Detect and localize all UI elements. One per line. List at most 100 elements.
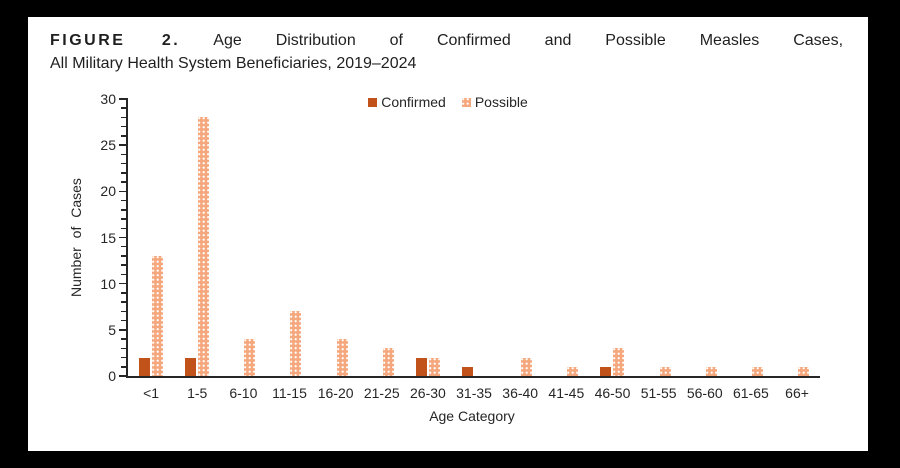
y-minor-tick	[121, 310, 126, 313]
bar-possible-<1	[152, 255, 164, 376]
y-tick-label: 20	[100, 183, 116, 200]
x-tick-label: 56-60	[686, 385, 723, 401]
y-minor-tick	[121, 172, 126, 174]
bar-group	[774, 99, 820, 376]
bar-group	[128, 99, 174, 376]
y-minor-tick	[121, 347, 126, 350]
y-minor-tick	[121, 273, 126, 276]
bar-possible-66+	[798, 366, 810, 376]
bar-group	[636, 99, 682, 376]
bar-confirmed-26-30	[415, 357, 427, 376]
figure-title: FIGURE 2. Age Distribution of Confirmed …	[50, 29, 843, 75]
y-minor-tick	[121, 218, 126, 220]
y-major-tick	[119, 98, 128, 100]
bar-group	[313, 99, 359, 376]
bar-possible-21-25	[382, 348, 394, 376]
x-tick-label: 31-35	[456, 385, 492, 401]
y-minor-tick	[121, 125, 126, 128]
x-tick-label: 21-25	[363, 385, 400, 401]
y-tick-label: 30	[100, 91, 116, 107]
bar-possible-16-20	[336, 339, 348, 376]
y-major-tick	[119, 375, 128, 377]
y-minor-tick	[121, 366, 126, 368]
bar-possible-1-5	[198, 117, 210, 376]
x-tick-label: 66+	[785, 385, 809, 401]
chart-legend: Confirmed Possible	[28, 94, 868, 110]
bar-group	[266, 99, 312, 376]
legend-label: Confirmed	[381, 94, 446, 110]
y-axis-tick-labels: 0 5 10 15 20 25 30	[76, 91, 116, 384]
y-minor-tick	[121, 227, 126, 230]
y-minor-tick	[121, 199, 126, 202]
bar-possible-26-30	[428, 357, 440, 376]
y-tick-label: 25	[100, 137, 116, 154]
x-tick-label: <1	[143, 385, 160, 401]
y-minor-tick	[121, 356, 126, 359]
y-major-tick	[119, 144, 128, 146]
y-minor-tick	[121, 162, 126, 165]
y-tick-label: 15	[100, 229, 116, 246]
figure-panel: FIGURE 2. Age Distribution of Confirmed …	[28, 17, 868, 451]
x-tick-label: 51-55	[640, 385, 677, 401]
x-tick-label: 61-65	[732, 385, 769, 401]
bar-group	[220, 99, 266, 376]
x-tick-label: 41-45	[548, 385, 585, 401]
bar-group	[682, 99, 728, 376]
y-major-tick	[119, 282, 128, 285]
bar-confirmed-<1	[139, 357, 151, 376]
bar-possible-6-10	[244, 339, 256, 376]
legend-label: Possible	[474, 94, 528, 110]
y-minor-tick	[121, 209, 126, 211]
y-minor-tick	[121, 338, 126, 340]
figure-title-line1: FIGURE 2. Age Distribution of Confirmed …	[50, 29, 843, 52]
bar-possible-11-15	[290, 311, 302, 376]
bar-group	[497, 99, 543, 376]
x-tick-label: 16-20	[317, 385, 354, 401]
bar-possible-51-55	[659, 366, 671, 376]
y-minor-tick	[121, 153, 126, 156]
y-minor-tick	[121, 107, 126, 109]
legend-item-confirmed: Confirmed	[368, 94, 446, 110]
legend-marker-confirmed	[368, 97, 378, 107]
y-major-tick	[119, 190, 128, 193]
bar-group	[359, 99, 405, 376]
y-minor-tick	[121, 135, 126, 137]
bar-possible-61-65	[751, 366, 763, 376]
y-major-tick	[119, 329, 128, 331]
bar-confirmed-31-35	[462, 366, 474, 376]
y-minor-tick	[121, 292, 126, 294]
bar-possible-41-45	[567, 366, 579, 376]
x-tick-label: 46-50	[594, 385, 631, 401]
figure-title-text: Age Distribution of Confirmed and Possib…	[213, 32, 844, 49]
x-tick-label: 1-5	[187, 385, 208, 401]
plot-area: 0 5 10 15 20 25 30 <1 1-5 6-10 11-15 16-20 21-25 26-…	[100, 91, 820, 401]
x-tick-label: 26-30	[410, 385, 446, 401]
bar-possible-56-60	[705, 366, 717, 376]
figure-number-label: FIGURE 2.	[50, 32, 181, 49]
x-axis-title: Age Category	[429, 408, 515, 424]
y-minor-tick	[121, 264, 126, 266]
bar-confirmed-46-50	[600, 366, 612, 376]
y-minor-tick	[121, 116, 126, 119]
bar-possible-36-40	[521, 357, 533, 376]
bars-container	[128, 99, 820, 376]
y-tick-label: 0	[108, 368, 116, 384]
x-tick-label: 11-15	[272, 385, 307, 401]
y-tick-label: 5	[108, 321, 116, 338]
x-tick-label: 36-40	[502, 385, 539, 401]
legend-marker-possible	[461, 97, 471, 107]
bar-group	[728, 99, 774, 376]
bar-group	[589, 99, 635, 376]
bar-group	[451, 99, 497, 376]
x-axis-tick-labels: <1 1-5 6-10 11-15 16-20 21-25 26-30 31-35 36-40 4…	[128, 376, 820, 401]
figure-title-line2: All Military Health System Beneficiaries…	[50, 55, 417, 72]
bar-group	[174, 99, 220, 376]
bar-group	[543, 99, 589, 376]
legend-item-possible: Possible	[461, 94, 528, 110]
y-minor-tick	[121, 245, 126, 248]
y-minor-tick	[121, 319, 126, 322]
y-tick-label: 10	[100, 275, 116, 292]
bar-confirmed-1-5	[185, 357, 197, 376]
y-major-tick	[119, 236, 128, 239]
bar-possible-46-50	[613, 348, 625, 376]
